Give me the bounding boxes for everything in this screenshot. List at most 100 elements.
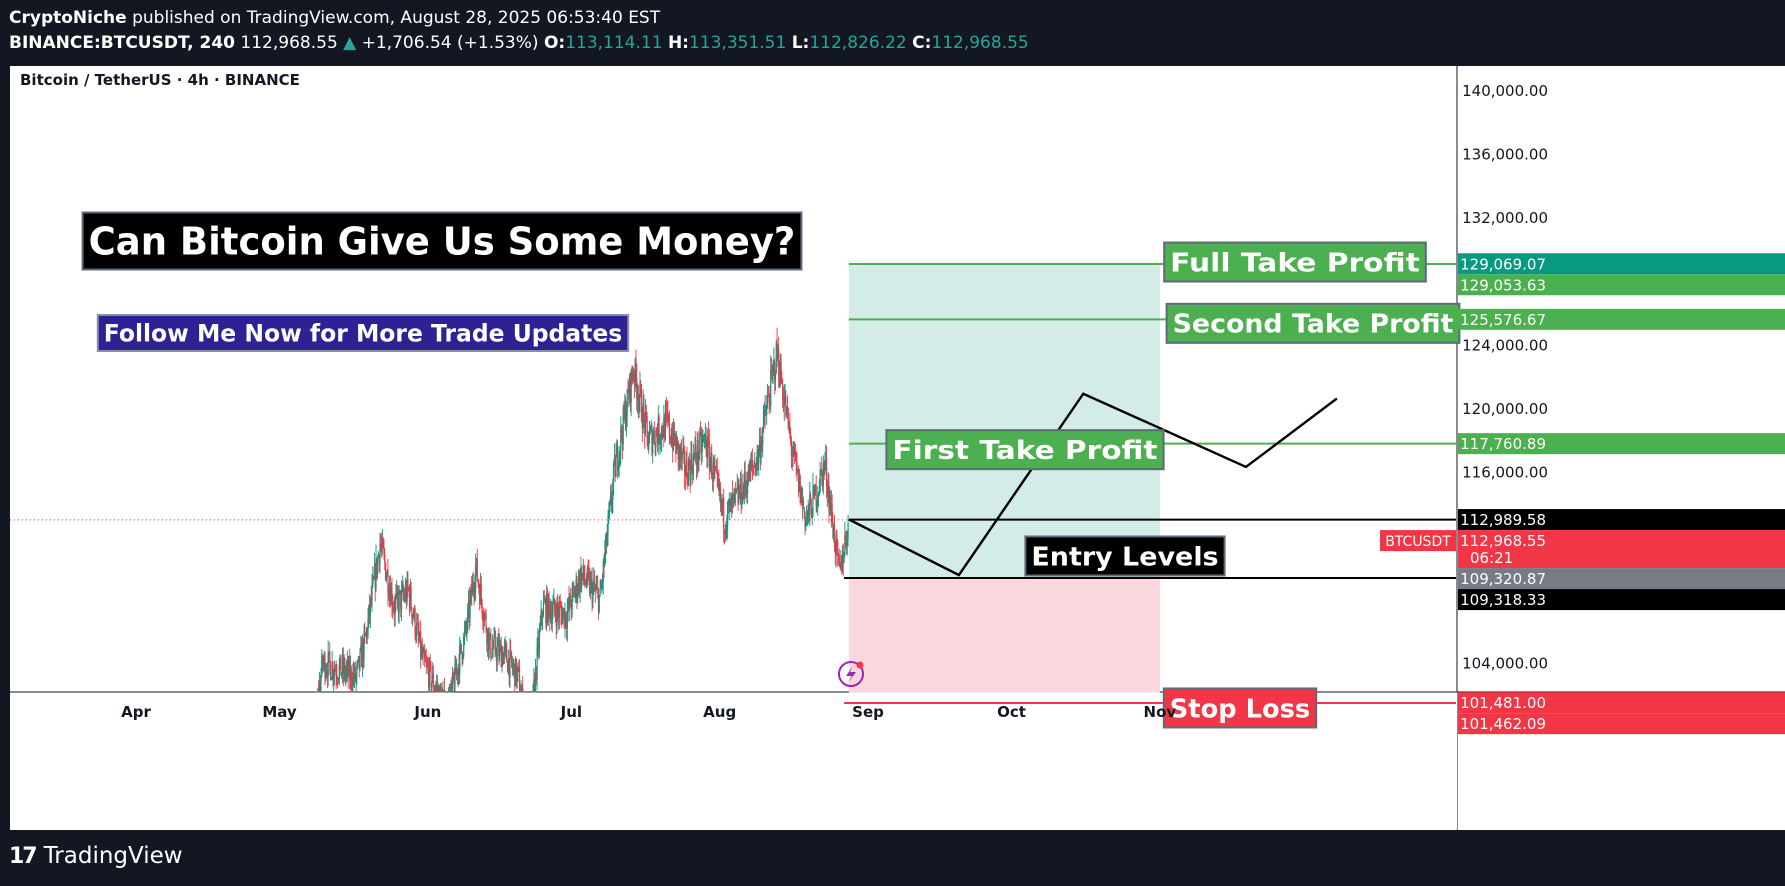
- candle: [384, 562, 387, 582]
- label-full-take-profit[interactable]: Full Take Profit: [1163, 241, 1427, 283]
- candle: [716, 457, 718, 488]
- candle-body: [486, 630, 488, 644]
- candle: [539, 615, 541, 633]
- candle: [782, 386, 785, 413]
- candle: [702, 429, 704, 447]
- candle: [599, 580, 601, 598]
- candle: [409, 578, 411, 613]
- candle: [832, 512, 834, 540]
- time-tick-label: Jul: [560, 703, 582, 721]
- candle-body: [758, 449, 760, 464]
- candle-body: [333, 669, 336, 675]
- candle: [712, 454, 714, 493]
- candle-body: [778, 349, 780, 375]
- candle: [795, 450, 797, 477]
- candle: [821, 456, 823, 486]
- candle: [791, 446, 793, 471]
- candle: [811, 507, 813, 526]
- candle-body: [790, 440, 793, 455]
- candle: [496, 637, 498, 672]
- candle-body: [504, 645, 506, 647]
- candle-body: [344, 662, 346, 677]
- candle-body: [488, 636, 490, 651]
- candle-body: [551, 614, 553, 624]
- candle: [480, 576, 482, 609]
- price-axis-label-text: 112,989.58: [1460, 511, 1546, 529]
- candle: [846, 531, 848, 556]
- candle-body: [711, 478, 714, 480]
- candle-body: [700, 433, 702, 453]
- candle: [589, 570, 592, 600]
- candle-body: [510, 652, 513, 664]
- candle-body: [709, 461, 711, 470]
- candle-body: [479, 588, 481, 605]
- price-chart[interactable]: Bitcoin / TetherUS · 4h · BINANCE Full Ta…: [10, 66, 1785, 830]
- candle: [750, 451, 753, 472]
- candle: [670, 427, 672, 447]
- candle-body: [543, 600, 545, 603]
- candle: [391, 577, 393, 617]
- candle-body: [694, 445, 696, 456]
- candle: [739, 471, 742, 505]
- candle-body: [560, 606, 562, 612]
- candle: [705, 426, 707, 458]
- candle-body: [416, 623, 419, 624]
- candle-body: [836, 535, 838, 542]
- candle-body: [607, 515, 609, 535]
- candle-body: [635, 359, 637, 379]
- candle: [333, 668, 335, 692]
- candle: [691, 441, 693, 474]
- candle: [797, 468, 799, 474]
- candle: [833, 515, 836, 552]
- candle-body: [802, 499, 804, 505]
- candle: [771, 364, 773, 384]
- candle: [687, 456, 690, 487]
- candle-body: [719, 486, 722, 503]
- annotation-title[interactable]: Can Bitcoin Give Us Some Money?: [81, 211, 803, 271]
- candle-body: [752, 465, 754, 468]
- label-second-take-profit[interactable]: Second Take Profit: [1165, 302, 1461, 344]
- candle: [367, 607, 369, 639]
- annotation-banner-text: Follow Me Now for More Trade Updates: [104, 320, 622, 348]
- candle: [776, 327, 778, 362]
- candle-body: [597, 589, 600, 612]
- candle-body: [766, 404, 768, 415]
- candle: [808, 503, 810, 523]
- label-first-take-profit-box: [885, 429, 1165, 471]
- author-name[interactable]: CryptoNiche: [9, 8, 127, 28]
- candle-body: [795, 460, 797, 462]
- candle: [640, 379, 642, 398]
- label-second-take-profit-text: Second Take Profit: [1173, 310, 1454, 340]
- candle: [579, 567, 581, 603]
- time-tick-label: May: [262, 703, 297, 721]
- lightning-icon[interactable]: [838, 661, 864, 687]
- candle: [770, 355, 772, 414]
- candle: [422, 644, 424, 666]
- candle: [648, 432, 650, 455]
- label-first-take-profit[interactable]: First Take Profit: [885, 429, 1165, 471]
- candle-body: [793, 445, 795, 456]
- candle: [419, 631, 421, 642]
- candle-body: [721, 499, 723, 510]
- price-axis-label-text: 109,320.87: [1460, 570, 1546, 588]
- candle-body: [656, 435, 659, 444]
- candle-body: [491, 656, 493, 658]
- candle: [821, 471, 824, 492]
- candle: [659, 433, 661, 455]
- candle: [761, 427, 763, 452]
- candle: [353, 662, 356, 688]
- candle-body: [652, 431, 655, 440]
- candle-body: [583, 565, 585, 580]
- candle-body: [632, 373, 635, 380]
- annotation-banner[interactable]: Follow Me Now for More Trade Updates: [96, 314, 630, 352]
- candle: [601, 573, 604, 591]
- candle: [719, 482, 722, 513]
- label-entry-levels[interactable]: Entry Levels: [1024, 535, 1226, 577]
- candle: [380, 532, 383, 558]
- candle: [582, 558, 584, 586]
- candle-body: [681, 452, 683, 460]
- candle-body: [337, 678, 340, 681]
- label-stop-loss[interactable]: Stop Loss: [1162, 687, 1318, 729]
- candle-body: [575, 579, 577, 591]
- candle-body: [408, 588, 410, 590]
